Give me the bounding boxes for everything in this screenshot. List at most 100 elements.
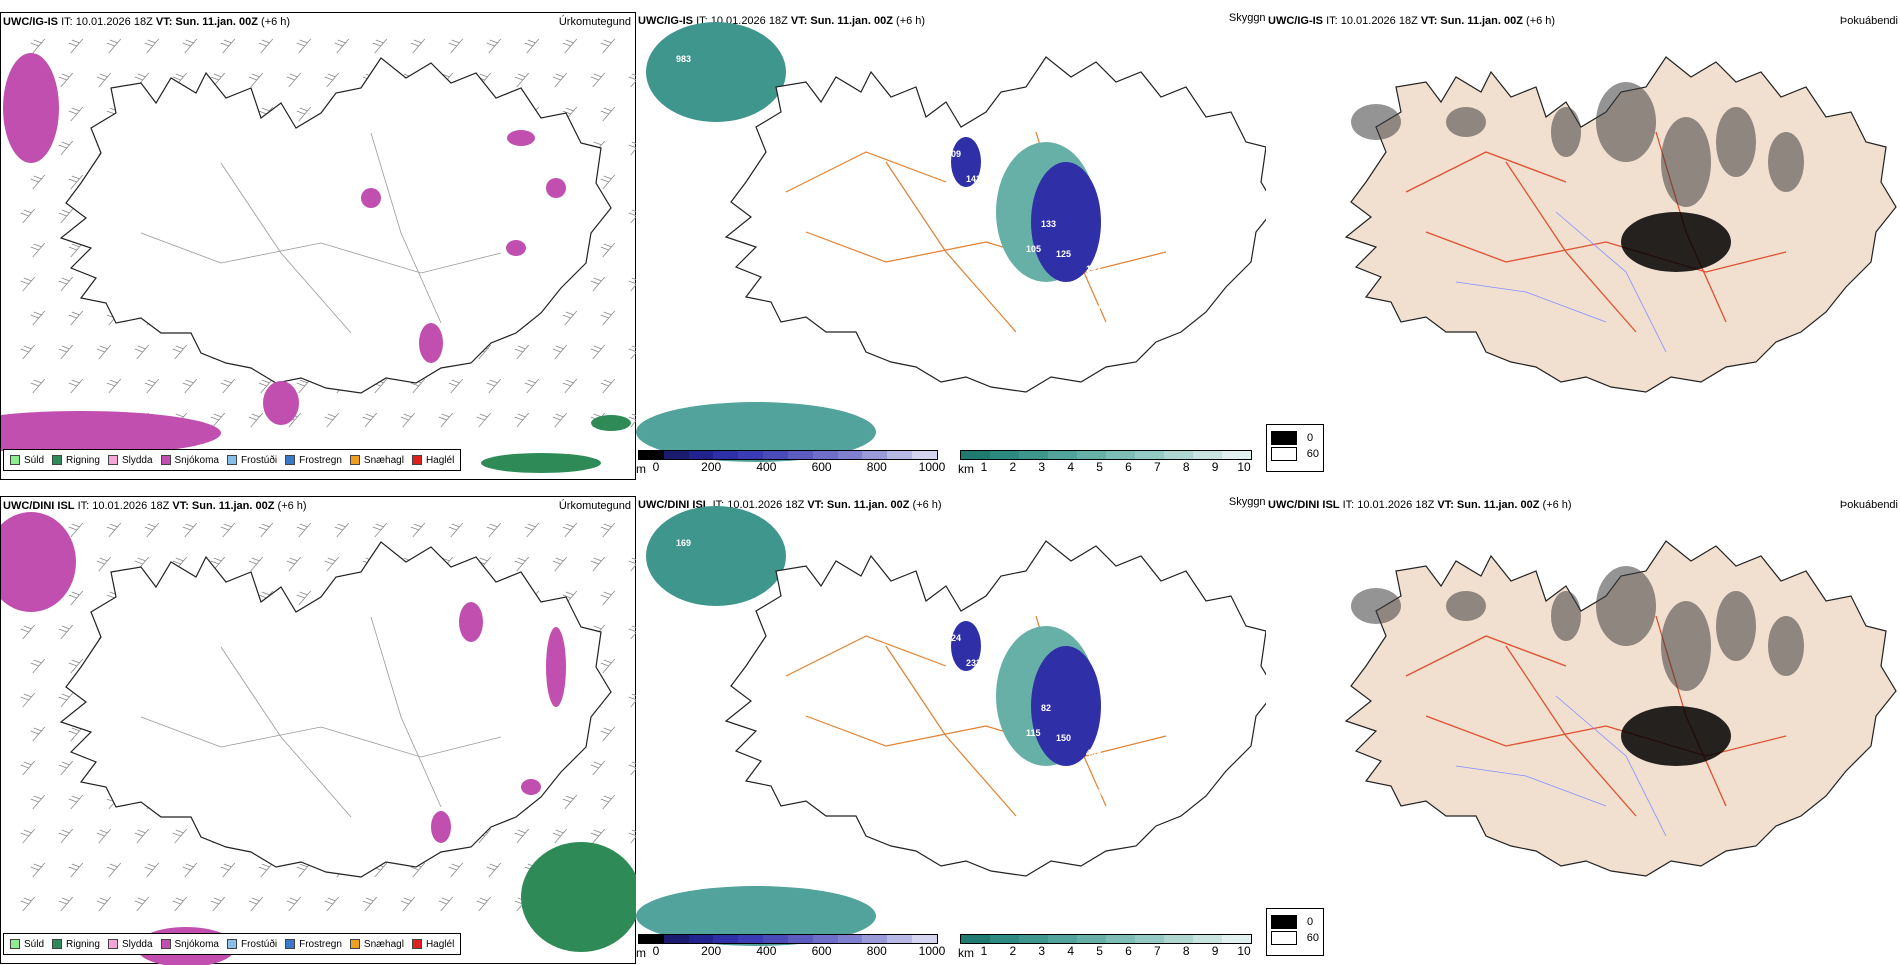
legend-swatch [160, 455, 171, 465]
panel-header: UWC/IG-IS IT: 10.01.2026 18Z VT: Sun. 11… [3, 16, 290, 28]
colorbar-tick: 0 [652, 944, 660, 958]
legend-label: Snjókoma [174, 454, 219, 466]
panel-header: UWC/DINI ISL IT: 10.01.2026 18Z VT: Sun.… [1268, 499, 1572, 511]
legend-swatch [226, 455, 237, 465]
ceiling-value-label: 133 [1041, 219, 1056, 229]
ceiling-value-label: 183 [1056, 359, 1071, 369]
colorbar-tick: 4 [1067, 944, 1074, 958]
wind-barb [476, 896, 492, 912]
wind-barb [220, 522, 236, 538]
colorbar-tick: 7 [1153, 944, 1161, 958]
wind-barb [106, 522, 122, 538]
fog-legend-swatch [1271, 447, 1297, 461]
snow-area [3, 53, 59, 163]
fog-area [1351, 104, 1401, 140]
wind-barb [600, 310, 616, 326]
wind-barb [134, 896, 150, 912]
wind-barb [106, 862, 122, 878]
legend-item: Snæhagl [349, 455, 404, 466]
wind-barb [96, 72, 112, 88]
visibility-map: 9831091431791331052161831361011401251427… [636, 22, 1266, 462]
wind-barb [600, 522, 616, 538]
wind-barb [296, 590, 312, 606]
ceiling-value-label: 137 [1111, 653, 1126, 663]
wind-barb [20, 760, 36, 776]
panel-header: UWC/DINI ISL IT: 10.01.2026 18Z VT: Sun.… [3, 500, 307, 512]
colorbar-tick: 1 [980, 944, 988, 958]
colorbar-step [912, 935, 937, 943]
wind-barb [96, 556, 112, 572]
ceiling-value-label: 169 [676, 538, 691, 548]
legend-label: Haglél [425, 938, 455, 950]
wind-barb [210, 896, 226, 912]
wind-barb [286, 896, 302, 912]
wind-barb [68, 522, 84, 538]
visibility-colorbar: 1 2 3 4 5 6 7 8 9 10 km [958, 450, 1252, 476]
legend-label: Snjókoma [174, 938, 219, 950]
legend-label: Frostúði [240, 454, 278, 466]
ceiling-value-label: 108 [1091, 788, 1106, 798]
ceiling-value-label: 136 [1111, 169, 1126, 179]
legend-label: Súld [24, 938, 45, 950]
colorbar-ticks: 1 2 3 4 5 6 7 8 9 10 [960, 944, 1252, 958]
wind-barb [68, 590, 84, 606]
legend-item: Snjókoma [160, 454, 219, 466]
fog-area [1716, 591, 1756, 661]
ceiling-value-label: 144 [981, 673, 996, 683]
legend-label: Rigning [66, 454, 100, 466]
colorbar-step [763, 935, 788, 943]
wind-barb [296, 106, 312, 122]
init-time: IT: 10.01.2026 18Z [77, 500, 170, 512]
precip-panel-title: Úrkomutegund [558, 16, 631, 28]
ceiling-value-label: 09 [1131, 753, 1141, 763]
wind-barb [438, 412, 454, 428]
wind-barb [68, 106, 84, 122]
ceiling-value-label: 104 [1131, 269, 1146, 279]
visibility-panel-title: Skyggni [1228, 496, 1268, 508]
valid-time: Sun. 11.jan. 00Z [175, 16, 258, 28]
colorbar-step [763, 451, 788, 459]
precip-legend: Súld Rigning Slydda Snjókoma Frostúði Frostre… [3, 933, 462, 955]
panel-header: UWC/IG-IS IT: 10.01.2026 18Z VT: Sun. 11… [638, 15, 925, 27]
valid-time-label: VT: [790, 15, 808, 27]
wind-barb [248, 72, 264, 88]
wind-barb [30, 310, 46, 326]
legend-item: Slydda [107, 939, 153, 950]
colorbar-step [990, 451, 1019, 459]
colorbar-step [1048, 935, 1077, 943]
wind-barb [552, 344, 568, 360]
model-name: UWC/IG-IS [1268, 15, 1323, 27]
wind-barb [362, 412, 378, 428]
legend-swatch [52, 455, 63, 465]
wind-barb [600, 38, 616, 54]
ceiling-colorbar: 0 200 400 600 800 1000 m [636, 934, 945, 960]
lead-time: (+6 h) [1542, 499, 1572, 511]
rain-area [481, 453, 601, 473]
ceiling-colorbar: 0 200 400 600 800 1000 m [636, 450, 945, 476]
fog-legend-label: 60 [1306, 932, 1319, 944]
fog-legend-row: 60 [1271, 447, 1319, 461]
ceiling-value-label: 82 [1041, 703, 1051, 713]
valid-time-label: VT: [807, 499, 824, 511]
colorbar-step [1077, 935, 1106, 943]
visibility-panel: UWC/DINI ISL IT: 10.01.2026 18Z VT: Sun.… [636, 496, 1268, 964]
wind-barb [68, 38, 84, 54]
wind-barb [600, 242, 616, 258]
legend-label: Rigning [66, 938, 100, 950]
wind-barb [20, 344, 36, 360]
wind-barb [524, 522, 540, 538]
precip-legend: Súld Rigning Slydda Snjókoma Frostúði Frostre… [3, 449, 462, 471]
colorbar-tick: 3 [1038, 460, 1046, 474]
valid-time-label: VT: [172, 500, 189, 512]
legend-swatch [107, 939, 118, 949]
legend-swatch [349, 455, 360, 465]
wind-barb [96, 828, 112, 844]
wind-barb [30, 862, 46, 878]
wind-barb [600, 726, 616, 742]
wind-barb [68, 378, 84, 394]
ceiling-value-label: 120 [1096, 324, 1111, 334]
colorbar-step [837, 935, 863, 943]
colorbar-unit: km [958, 946, 974, 960]
wind-barb [524, 378, 540, 394]
wind-barb [590, 760, 606, 776]
